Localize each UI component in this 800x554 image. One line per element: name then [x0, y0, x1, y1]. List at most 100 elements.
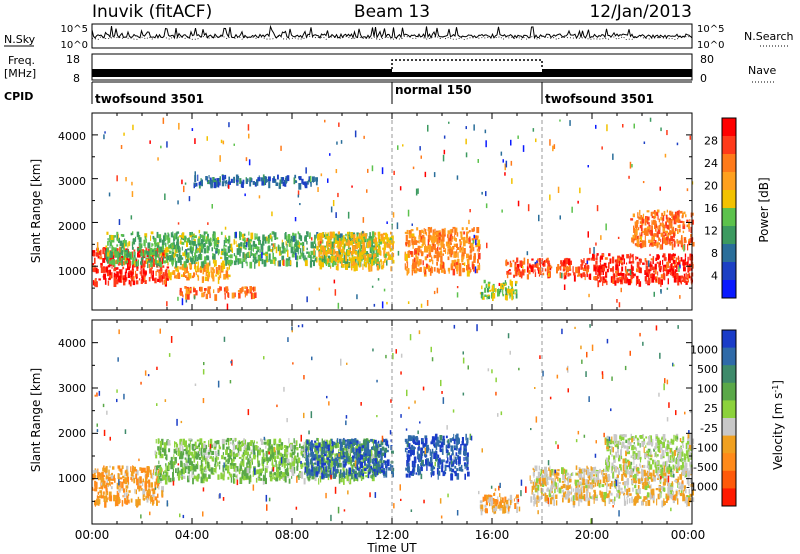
power-data-cell — [227, 274, 231, 278]
power-data-cell — [114, 260, 116, 268]
vel-data-cell — [130, 471, 134, 477]
vel-data-cell — [367, 473, 370, 479]
power-data-cell — [672, 253, 676, 256]
power-data-cell — [317, 187, 319, 192]
power-data-cell — [165, 256, 169, 263]
vel-data-cell — [264, 477, 267, 485]
vel-data-cell — [180, 460, 183, 468]
power-data-cell — [304, 235, 307, 238]
power-data-cell — [206, 136, 208, 141]
power-data-cell — [184, 275, 187, 278]
power-data-cell — [366, 257, 369, 264]
vel-data-cell — [159, 451, 162, 457]
power-data-cell — [454, 263, 457, 269]
power-data-cell — [115, 259, 118, 264]
vel-data-cell — [210, 467, 214, 474]
vel-data-cell — [202, 456, 204, 462]
vel-data-cell — [182, 467, 185, 475]
vel-data-cell — [339, 462, 342, 468]
power-data-cell — [420, 251, 424, 257]
power-data-cell — [345, 263, 348, 270]
power-data-cell — [364, 254, 367, 261]
vel-data-cell — [217, 449, 220, 456]
vel-data-cell — [360, 461, 364, 468]
power-data-cell — [323, 234, 326, 238]
power-data-cell — [288, 238, 290, 245]
power-data-cell — [481, 285, 483, 290]
power-data-cell — [397, 145, 399, 150]
vel-data-cell — [252, 470, 254, 477]
power-data-cell — [150, 231, 154, 235]
vel-data-cell — [338, 449, 340, 455]
vel-data-cell — [351, 465, 353, 469]
power-data-cell — [335, 266, 339, 270]
power-data-cell — [505, 259, 508, 267]
power-data-cell — [502, 159, 504, 163]
power-data-cell — [338, 243, 342, 250]
vel-data-cell — [296, 466, 299, 471]
vel-data-cell — [202, 476, 205, 484]
power-data-cell — [194, 265, 196, 270]
power-data-cell — [148, 253, 151, 259]
power-data-cell — [136, 276, 138, 279]
power-data-cell — [287, 239, 289, 243]
power-data-cell — [162, 256, 165, 264]
power-data-cell — [256, 259, 258, 263]
power-data-cell — [538, 267, 541, 275]
vel-data-cell — [386, 449, 389, 453]
power-data-cell — [459, 231, 463, 234]
vel-data-cell — [94, 480, 97, 487]
power-data-cell — [244, 253, 246, 260]
power-data-cell — [686, 219, 689, 223]
power-data-cell — [648, 277, 651, 284]
vel-data-cell — [108, 491, 112, 499]
vel-data-cell — [150, 482, 153, 488]
vel-data-cell — [208, 448, 211, 454]
power-data-cell — [527, 267, 529, 270]
power-data-cell — [176, 243, 180, 250]
vel-data-cell — [309, 473, 311, 478]
vel-data-cell — [122, 475, 125, 479]
vel-data-cell — [362, 457, 366, 464]
power-data-cell — [651, 225, 653, 230]
power-data-cell — [657, 215, 659, 220]
power-data-cell — [151, 270, 153, 275]
power-data-cell — [447, 248, 449, 252]
power-data-cell — [123, 279, 126, 286]
power-data-cell — [198, 182, 201, 189]
power-data-cell — [366, 189, 368, 193]
power-colorbar-swatch — [722, 172, 736, 191]
vel-data-cell — [234, 437, 237, 442]
power-data-cell — [178, 122, 180, 130]
power-data-cell — [542, 272, 545, 276]
vel-data-cell — [155, 451, 158, 455]
power-data-cell — [136, 231, 140, 238]
vel-data-cell — [159, 467, 162, 472]
power-data-cell — [573, 274, 576, 282]
power-colorbar-swatch — [722, 118, 736, 137]
vel-data-cell — [151, 488, 154, 492]
power-data-cell — [656, 209, 660, 213]
power-data-cell — [152, 270, 154, 277]
power-data-cell — [384, 242, 387, 245]
power-data-cell — [256, 179, 259, 186]
power-data-cell — [406, 229, 409, 235]
vel-data-cell — [377, 443, 380, 448]
vel-data-cell — [314, 475, 317, 482]
power-data-cell — [333, 242, 336, 249]
vel-data-cell — [280, 445, 284, 448]
power-data-cell — [273, 178, 277, 183]
power-data-cell — [625, 269, 629, 275]
vel-data-cell — [291, 467, 294, 474]
power-data-cell — [602, 279, 606, 284]
vel-data-cell — [251, 458, 253, 463]
power-colorbar-tick: 16 — [704, 202, 718, 215]
power-data-cell — [643, 228, 647, 235]
vel-data-cell — [139, 467, 142, 471]
power-data-cell — [283, 247, 286, 254]
power-data-cell — [358, 255, 362, 263]
vel-data-cell — [222, 444, 225, 450]
power-data-cell — [352, 256, 354, 262]
power-data-cell — [656, 212, 659, 216]
vel-data-cell — [262, 452, 265, 460]
